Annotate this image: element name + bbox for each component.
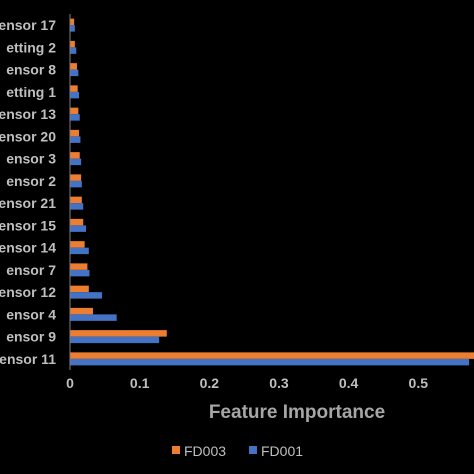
category-label: ensor 8 [6, 62, 56, 78]
bar-fd001-4 [70, 269, 90, 277]
bar-fd003-2 [70, 307, 93, 315]
category-label: ensor 21 [0, 195, 56, 211]
bar-fd001-10 [70, 136, 81, 143]
category-label: ensor 3 [6, 151, 56, 167]
category-labels: ensor 11 ensor 9 ensor 4 ensor 12 ensor 7 ens… [0, 17, 56, 367]
bar-fd003-1 [70, 330, 167, 337]
category-label: etting 2 [6, 39, 56, 55]
category-label: ensor 17 [0, 17, 56, 33]
x-axis-title: Feature Importance [209, 402, 385, 423]
bar-fd001-6 [70, 225, 87, 232]
bar-fd003-8 [70, 174, 82, 181]
legend-label-fd001: FD001 [261, 443, 303, 459]
bar-fd001-1 [70, 336, 160, 344]
bar-fd001-2 [70, 314, 117, 321]
category-label: ensor 9 [6, 329, 56, 345]
bar-fd003-14 [70, 40, 75, 48]
bar-fd003-12 [70, 85, 78, 92]
bar-fd003-4 [70, 263, 88, 270]
x-tick-label: 0.3 [269, 375, 289, 391]
bar-fd001-9 [70, 158, 82, 166]
bar-fd001-15 [70, 25, 75, 32]
bar-fd003-0 [70, 352, 474, 359]
bar-fd003-7 [70, 196, 82, 204]
bar-fd003-11 [70, 107, 79, 115]
legend-swatch-fd001 [249, 446, 257, 454]
bar-fd001-11 [70, 114, 80, 121]
category-label: ensor 12 [0, 284, 56, 300]
category-label: ensor 13 [0, 106, 56, 122]
bar-fd003-3 [70, 285, 89, 293]
x-tick-label: 0.4 [339, 375, 359, 391]
legend: FD003 FD001 [172, 443, 303, 459]
x-tick-labels: 0 0.1 0.2 0.3 0.4 0.5 [66, 375, 428, 391]
bar-fd001-5 [70, 247, 89, 255]
category-label: etting 1 [6, 84, 56, 100]
bar-fd003-6 [70, 218, 84, 226]
category-label: ensor 7 [6, 262, 56, 278]
legend-label-fd003: FD003 [184, 443, 226, 459]
bar-fd001-14 [70, 47, 77, 54]
bar-fd003-9 [70, 152, 80, 159]
x-tick-label: 0.1 [130, 375, 150, 391]
category-label: ensor 15 [0, 217, 56, 233]
bar-fd003-10 [70, 129, 80, 137]
bar-fd003-13 [70, 63, 77, 70]
category-label: ensor 2 [6, 173, 56, 189]
bar-fd001-0 [70, 358, 470, 366]
bar-fd001-8 [70, 180, 82, 188]
bar-fd001-7 [70, 203, 84, 210]
bar-fd003-5 [70, 241, 85, 248]
x-tick-label: 0.5 [409, 375, 429, 391]
category-label: ensor 14 [0, 240, 56, 256]
category-label: ensor 20 [0, 128, 56, 144]
x-tick-label: 0.2 [200, 375, 220, 391]
bar-fd001-3 [70, 292, 103, 299]
legend-swatch-fd003 [172, 446, 180, 454]
bar-fd001-13 [70, 69, 79, 77]
x-tick-label: 0 [66, 375, 74, 391]
bars-group [70, 18, 474, 366]
bar-fd003-15 [70, 18, 75, 26]
bar-fd001-12 [70, 91, 80, 99]
category-label: ensor 11 [0, 351, 56, 367]
category-label: ensor 4 [6, 306, 56, 322]
